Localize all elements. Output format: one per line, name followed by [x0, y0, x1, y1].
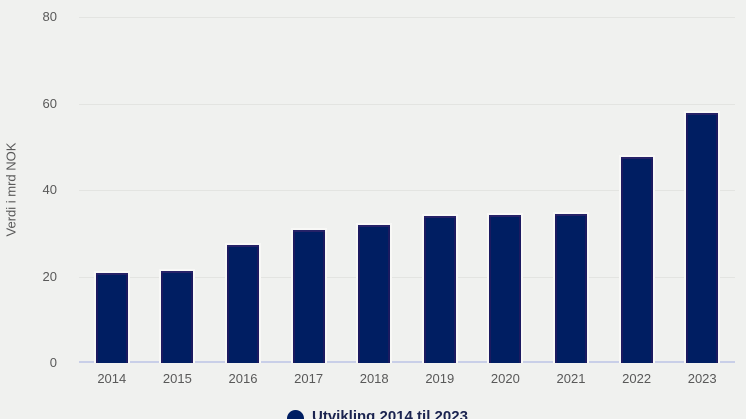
bar-2016[interactable]	[225, 243, 261, 363]
bar-2019[interactable]	[421, 214, 458, 363]
bar-2020[interactable]	[487, 213, 524, 363]
y-tick-label-0: 0	[49, 355, 57, 370]
x-tick-label-2020: 2020	[490, 371, 520, 386]
gridline-y-40	[79, 190, 735, 191]
y-tick-label-80: 80	[42, 9, 57, 24]
plot-area	[79, 17, 735, 363]
legend-label: Utvikling 2014 til 2023	[312, 408, 468, 419]
bar-2023[interactable]	[684, 111, 721, 363]
x-axis-line	[79, 361, 735, 363]
y-tick-label-40: 40	[42, 182, 57, 197]
bar-2015[interactable]	[159, 269, 196, 363]
x-tick-label-2018: 2018	[359, 371, 389, 386]
gridline-y-20	[79, 276, 735, 278]
x-tick-label-2017: 2017	[294, 371, 324, 386]
bar-2021[interactable]	[553, 212, 589, 363]
x-tick-label-2021: 2021	[556, 371, 586, 386]
bar-2014[interactable]	[93, 271, 130, 363]
y-tick-label-20: 20	[42, 268, 57, 284]
x-tick-label-2022: 2022	[622, 371, 652, 386]
y-axis-title: Verdi i mrd NOK	[3, 142, 19, 237]
y-tick-label-60: 60	[42, 95, 57, 111]
x-tick-label-2014: 2014	[97, 371, 127, 386]
bar-2017[interactable]	[290, 228, 327, 363]
gridline-y-60	[79, 103, 735, 105]
x-tick-label-2015: 2015	[162, 371, 192, 386]
legend-marker-icon	[287, 410, 304, 419]
bar-2022[interactable]	[618, 155, 655, 363]
bar-2018[interactable]	[356, 223, 393, 363]
x-tick-label-2019: 2019	[425, 371, 455, 386]
legend[interactable]: Utvikling 2014 til 2023	[287, 407, 468, 419]
gridline-y-80	[79, 17, 735, 18]
x-tick-label-2023: 2023	[687, 371, 717, 386]
x-tick-label-2016: 2016	[228, 371, 258, 386]
